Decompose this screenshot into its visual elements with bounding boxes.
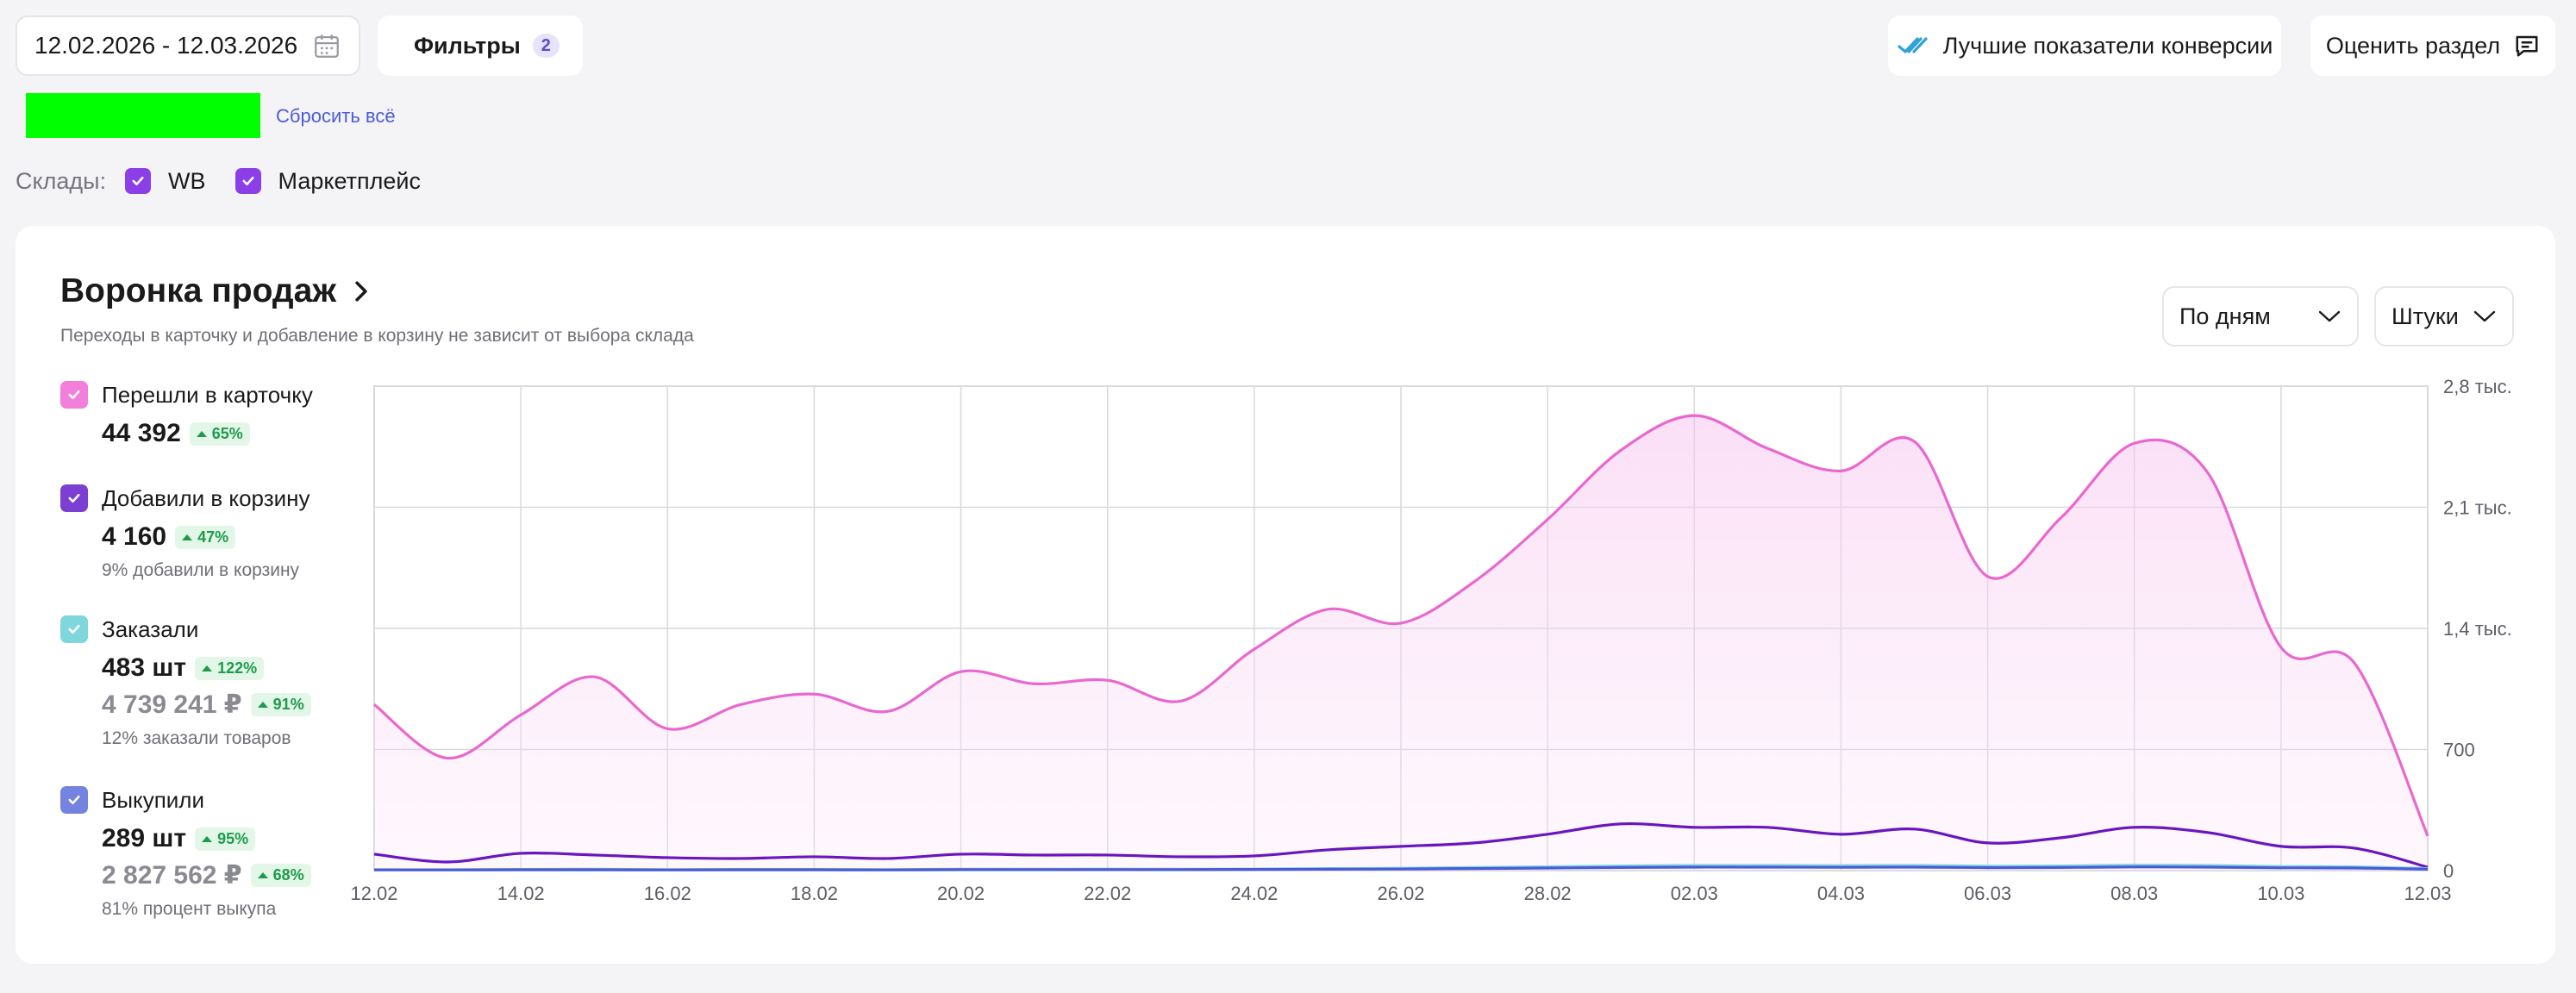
date-range-field[interactable]: 12.02.2026 - 12.03.2026 <box>16 16 360 76</box>
legend-buyouts[interactable]: Выкупили 289 шт 95% 2 827 562 ₽ 68% 81% … <box>60 786 311 920</box>
series-line-0 <box>373 414 2429 837</box>
reset-all-link[interactable]: Сбросить всё <box>276 105 396 127</box>
x-tick-label: 08.03 <box>2110 883 2158 904</box>
x-tick-label: 12.02 <box>350 883 397 904</box>
double-check-icon <box>1898 37 1928 53</box>
best-conversion-label: Лучшие показатели конверсии <box>1942 32 2273 59</box>
legend-add-to-cart[interactable]: Добавили в корзину 4 160 47% 9% добавили… <box>60 484 310 581</box>
x-tick-label: 14.02 <box>497 883 545 904</box>
check-icon <box>68 493 80 503</box>
change-badge: 95% <box>195 827 256 851</box>
chevron-right-icon <box>355 281 367 302</box>
metric-value: 289 шт <box>102 824 187 852</box>
best-conversion-button[interactable]: Лучшие показатели конверсии <box>1888 16 2281 76</box>
metric-value: 483 шт <box>102 653 187 682</box>
check-icon <box>68 390 80 400</box>
rate-section-button[interactable]: Оценить раздел <box>2310 16 2555 76</box>
x-tick-label: 12.03 <box>2404 883 2451 904</box>
chevron-down-icon <box>2473 310 2496 322</box>
arrow-up-icon <box>257 872 268 878</box>
change-badge: 65% <box>189 422 250 446</box>
arrow-up-icon <box>182 534 193 540</box>
y-tick-label: 2,1 тыс. <box>2443 497 2512 519</box>
legend-card-visits[interactable]: Перешли в карточку 44 392 65% <box>60 381 313 448</box>
change-badge: 91% <box>250 693 311 716</box>
period-select[interactable]: По дням <box>2162 286 2359 347</box>
x-tick-label: 22.02 <box>1084 883 1131 904</box>
metric-value-rub: 4 739 241 ₽ <box>102 690 242 719</box>
y-tick-label: 1,4 тыс. <box>2443 618 2512 640</box>
chat-icon <box>2516 35 2538 57</box>
metric-note: 9% добавили в корзину <box>102 560 300 580</box>
arrow-up-icon <box>257 702 268 708</box>
funnel-title-link[interactable]: Воронка продаж <box>60 272 371 310</box>
x-tick-label: 06.03 <box>1964 883 2011 904</box>
legend-buyouts-checkbox[interactable] <box>60 786 88 814</box>
rate-section-label: Оценить раздел <box>2325 32 2501 59</box>
x-tick-label: 26.02 <box>1377 883 1424 904</box>
change-badge: 122% <box>195 656 265 680</box>
filters-count-badge: 2 <box>532 34 560 58</box>
legend-label: Заказали <box>102 615 199 642</box>
series-line-3 <box>373 865 2429 871</box>
legend-orders-checkbox[interactable] <box>60 615 88 643</box>
period-select-value: По дням <box>2179 303 2271 329</box>
check-icon <box>242 176 254 186</box>
unit-select[interactable]: Штуки <box>2374 286 2514 347</box>
filters-label: Фильтры <box>414 32 521 59</box>
metric-value: 44 392 <box>102 419 181 447</box>
legend-card-visits-checkbox[interactable] <box>60 381 88 409</box>
x-tick-label: 02.03 <box>1671 883 1718 904</box>
warehouse-marketplace-checkbox[interactable] <box>234 168 261 194</box>
metric-note: 12% заказали товаров <box>102 728 291 748</box>
funnel-chart[interactable]: 0 700 1,4 тыс. 2,1 тыс. 2,8 тыс. 12.02 14.02 16… <box>16 226 2555 964</box>
unit-select-value: Штуки <box>2392 303 2459 329</box>
check-icon <box>132 176 144 186</box>
legend-label: Добавили в корзину <box>102 484 310 511</box>
funnel-title: Воронка продаж <box>60 272 337 309</box>
legend-orders[interactable]: Заказали 483 шт 122% 4 739 241 ₽ 91% 12%… <box>60 615 311 749</box>
legend-label: Выкупили <box>102 786 204 813</box>
x-tick-label: 04.03 <box>1817 883 1865 904</box>
change-badge: 47% <box>175 525 236 549</box>
x-tick-label: 10.03 <box>2257 883 2304 904</box>
metric-value-rub: 2 827 562 ₽ <box>102 861 242 890</box>
x-tick-label: 28.02 <box>1524 883 1572 904</box>
warehouse-label: Склады: <box>16 167 107 194</box>
change-badge: 68% <box>250 864 311 887</box>
filters-button[interactable]: Фильтры 2 <box>378 16 583 76</box>
x-tick-label: 24.02 <box>1230 883 1278 904</box>
legend-add-to-cart-checkbox[interactable] <box>60 484 88 512</box>
x-tick-label: 20.02 <box>937 883 985 904</box>
arrow-up-icon <box>202 835 213 842</box>
series-line-1 <box>373 821 2429 869</box>
series-area-0 <box>374 415 2428 871</box>
y-tick-label: 0 <box>2443 860 2454 882</box>
x-tick-label: 16.02 <box>644 883 691 904</box>
date-range-value: 12.02.2026 - 12.03.2026 <box>34 32 298 59</box>
warehouse-marketplace-label[interactable]: Маркетплейс <box>278 167 421 194</box>
x-tick-label: 18.02 <box>791 883 838 904</box>
y-tick-label: 2,8 тыс. <box>2443 376 2512 397</box>
calendar-icon[interactable] <box>312 31 341 60</box>
active-filter-chip[interactable] <box>26 93 260 138</box>
check-icon <box>68 795 80 805</box>
funnel-subtitle: Переходы в карточку и добавление в корзи… <box>60 326 694 346</box>
y-tick-label: 700 <box>2443 740 2475 761</box>
legend-label: Перешли в карточку <box>102 381 313 408</box>
chevron-down-icon <box>2318 310 2341 322</box>
sales-funnel-card: Воронка продаж Переходы в карточку и доб… <box>16 226 2555 964</box>
arrow-up-icon <box>196 430 207 437</box>
arrow-up-icon <box>202 665 213 671</box>
warehouse-wb-checkbox[interactable] <box>125 168 152 194</box>
check-icon <box>68 624 80 634</box>
warehouse-filter: Склады: WB Маркетплейс <box>16 164 450 198</box>
metric-value: 4 160 <box>102 522 167 551</box>
metric-note: 81% процент выкупа <box>102 899 277 919</box>
warehouse-wb-label[interactable]: WB <box>168 167 206 194</box>
